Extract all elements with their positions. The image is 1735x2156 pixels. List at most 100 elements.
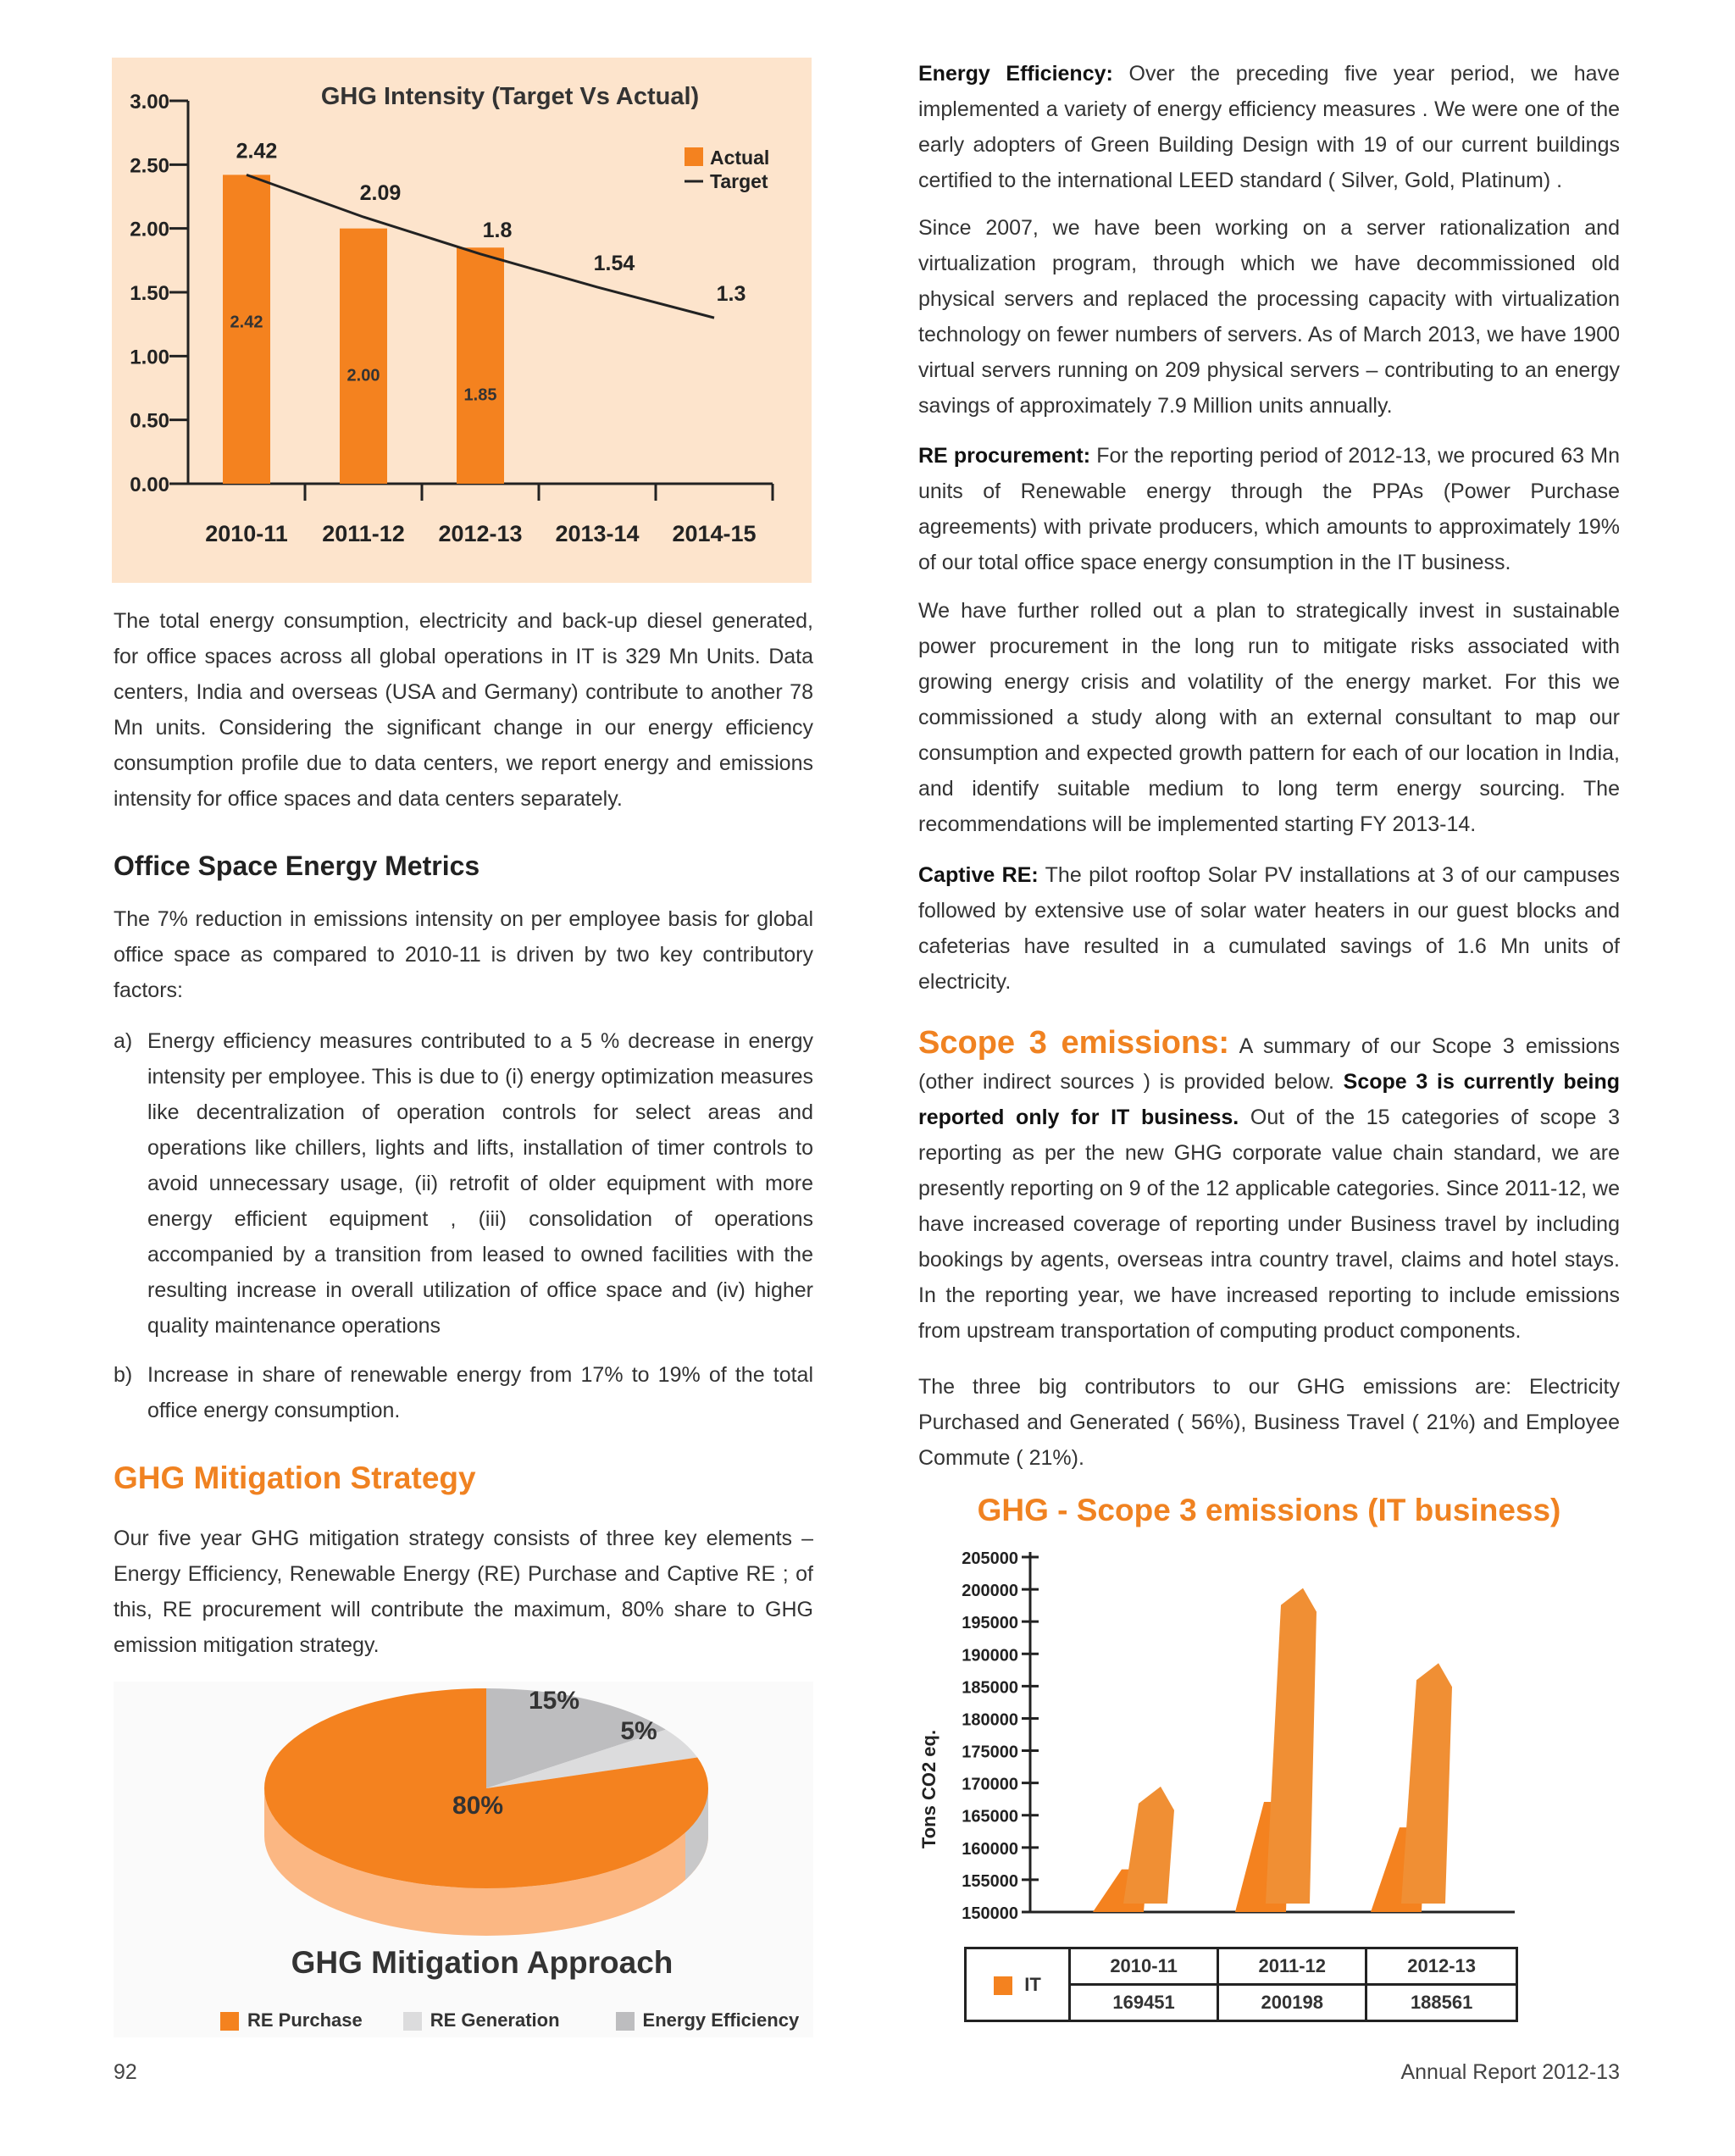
x-tick-label: 2011-12 — [322, 521, 405, 546]
x-tick-label: 2012-13 — [438, 521, 522, 546]
page-number: 92 — [114, 2060, 137, 2084]
pie-legend-label: Energy Efficiency — [642, 2009, 800, 2031]
scope3-bar — [1266, 1588, 1316, 1904]
captive-re-label: Captive RE: — [918, 863, 1039, 887]
y-tick-label: 185000 — [962, 1678, 1018, 1697]
chart-title: GHG Intensity (Target Vs Actual) — [321, 83, 699, 110]
pie-slice-label: 5% — [620, 1717, 657, 1745]
energy-efficiency-text: Over the preceding five year period, we … — [918, 62, 1620, 192]
pie-slice — [486, 1729, 698, 1788]
mitigation-pie-chart: 15% 5% 80% — [114, 1682, 813, 2037]
y-tick-label: 190000 — [962, 1646, 1018, 1665]
scope3-text-2: Out of the 15 categories of scope 3 repo… — [918, 1106, 1620, 1343]
x-tick-label: 2013-14 — [555, 521, 639, 546]
pie-legend-item: Energy Efficiency — [615, 2009, 800, 2031]
scope3-chart: Tons CO2 eq. 205000 200000 195000 190000 185… — [906, 1542, 1618, 1923]
target-point-label: 2.09 — [360, 181, 402, 205]
ghg-intensity-svg: GHG Intensity (Target Vs Actual) 3.00 2.5… — [130, 83, 774, 546]
x-tick-label: 2010-11 — [205, 521, 288, 546]
y-tick-label: 2.50 — [130, 154, 169, 177]
office-space-heading: Office Space Energy Metrics — [114, 851, 480, 881]
energy-consumption-paragraph: The total energy consumption, electricit… — [114, 609, 813, 811]
pie-slice-label: 15% — [529, 1687, 579, 1715]
pie-legend-swatch — [615, 2012, 635, 2031]
office-space-paragraph: The 7% reduction in emissions intensity … — [114, 907, 813, 1002]
sustainable-power-paragraph: We have further rolled out a plan to str… — [918, 599, 1620, 836]
target-point-label: 1.3 — [717, 282, 746, 306]
y-axis-label: Tons CO2 eq. — [918, 1730, 940, 1848]
y-tick-label: 150000 — [962, 1904, 1018, 1923]
pie-legend-label: RE Purchase — [247, 2009, 363, 2031]
y-tick-label: 195000 — [962, 1614, 1018, 1632]
pie-legend-item: RE Generation — [402, 2009, 560, 2031]
y-tick-label: 180000 — [962, 1710, 1018, 1729]
pie-legend-swatch — [402, 2012, 422, 2031]
mitigation-paragraph: Our five year GHG mitigation strategy co… — [114, 1527, 813, 1657]
table-year-2011-12: 2011-12 — [1217, 1947, 1368, 1986]
y-tick-label: 155000 — [962, 1872, 1018, 1891]
legend-actual-label: Actual — [710, 147, 769, 169]
item-a-marker: a) — [114, 1029, 133, 1053]
y-tick-label: 165000 — [962, 1808, 1018, 1826]
actual-bar-label: 1.85 — [464, 385, 497, 404]
captive-re-text: The pilot rooftop Solar PV installations… — [918, 863, 1621, 994]
energy-efficiency-paragraph: Energy Efficiency: Over the preceding fi… — [918, 56, 1620, 198]
it-legend-swatch — [994, 1976, 1013, 1995]
y-tick-label: 160000 — [962, 1840, 1018, 1859]
pie-side-orange — [264, 1788, 708, 1936]
ghg-contributors-paragraph: The three big contributors to our GHG em… — [918, 1375, 1620, 1470]
y-tick-label: 175000 — [962, 1743, 1018, 1762]
item-b-text: Increase in share of renewable energy fr… — [147, 1363, 813, 1422]
report-title: Annual Report 2012-13 — [1400, 2060, 1620, 2084]
pie-legend-label: RE Generation — [430, 2009, 560, 2031]
pie-legend: RE Purchase RE Generation Energy Efficienc… — [220, 2009, 864, 2031]
pie-slice-label: 80% — [452, 1792, 503, 1820]
y-tick-label: 0.50 — [130, 410, 169, 433]
scope3-heading: Scope 3 emissions: — [918, 1025, 1230, 1061]
pie-side-grey — [685, 1788, 708, 1880]
legend-target-label: Target — [710, 170, 768, 192]
target-point-label: 2.42 — [236, 139, 278, 163]
pie-slice — [264, 1688, 709, 1888]
actual-bar — [223, 175, 270, 485]
y-tick-label: 0.00 — [130, 474, 169, 496]
scope3-data-table: IT 2010-11 2011-12 2012-13 169451 200198… — [964, 1947, 1518, 2022]
legend-actual-swatch — [685, 147, 703, 166]
scope3-svg: Tons CO2 eq. 205000 200000 195000 190000 185… — [918, 1549, 1515, 1923]
y-tick-label: 205000 — [962, 1549, 1018, 1568]
y-tick-label: 1.50 — [130, 282, 169, 305]
actual-bar — [340, 228, 387, 484]
actual-bar — [457, 247, 504, 484]
table-year-2010-11: 2010-11 — [1067, 1947, 1220, 1986]
re-procurement-label: RE procurement: — [918, 444, 1091, 468]
pie-slice — [486, 1688, 666, 1788]
item-b-marker: b) — [114, 1363, 133, 1387]
table-series-cell: IT — [964, 1947, 1071, 2022]
re-procurement-paragraph: RE procurement: For the reporting period… — [918, 438, 1620, 580]
mitigation-heading: GHG Mitigation Strategy — [114, 1460, 476, 1495]
captive-re-paragraph: Captive RE: The pilot rooftop Solar PV i… — [918, 857, 1620, 1000]
ghg-intensity-chart: GHG Intensity (Target Vs Actual) 3.00 2.5… — [112, 58, 812, 583]
scope3-bar — [1123, 1786, 1174, 1904]
y-tick-label: 200000 — [962, 1582, 1018, 1600]
table-value-2012-13: 188561 — [1365, 1983, 1518, 2022]
scope3-text-1: A summary of our Scope 3 emissions (othe… — [918, 1034, 1620, 1094]
scope3-bold-text: Scope 3 is currently being reported only… — [918, 1070, 1620, 1129]
target-line — [246, 173, 715, 319]
table-series-label: IT — [1024, 1973, 1041, 1995]
y-tick-label: 1.00 — [130, 346, 169, 369]
re-procurement-text: For the reporting period of 2012-13, we … — [918, 444, 1620, 574]
table-year-2012-13: 2012-13 — [1365, 1947, 1518, 1986]
energy-efficiency-label: Energy Efficiency: — [918, 62, 1113, 86]
scope3-chart-title: GHG - Scope 3 emissions (IT business) — [977, 1493, 1561, 1527]
actual-bar-label: 2.00 — [347, 367, 380, 385]
pie-chart-title: GHG Mitigation Approach — [291, 1945, 673, 1980]
mitigation-pie-svg: 15% 5% 80% — [264, 1687, 709, 1936]
scope3-paragraph: Scope 3 emissions: A summary of our Scop… — [918, 1025, 1620, 1349]
y-tick-label: 3.00 — [130, 91, 169, 114]
item-a-text: Energy efficiency measures contributed t… — [147, 1029, 813, 1338]
target-point-label: 1.54 — [594, 252, 635, 275]
y-tick-label: 170000 — [962, 1776, 1018, 1794]
target-point-label: 1.8 — [483, 219, 513, 242]
table-value-2011-12: 200198 — [1217, 1983, 1368, 2022]
